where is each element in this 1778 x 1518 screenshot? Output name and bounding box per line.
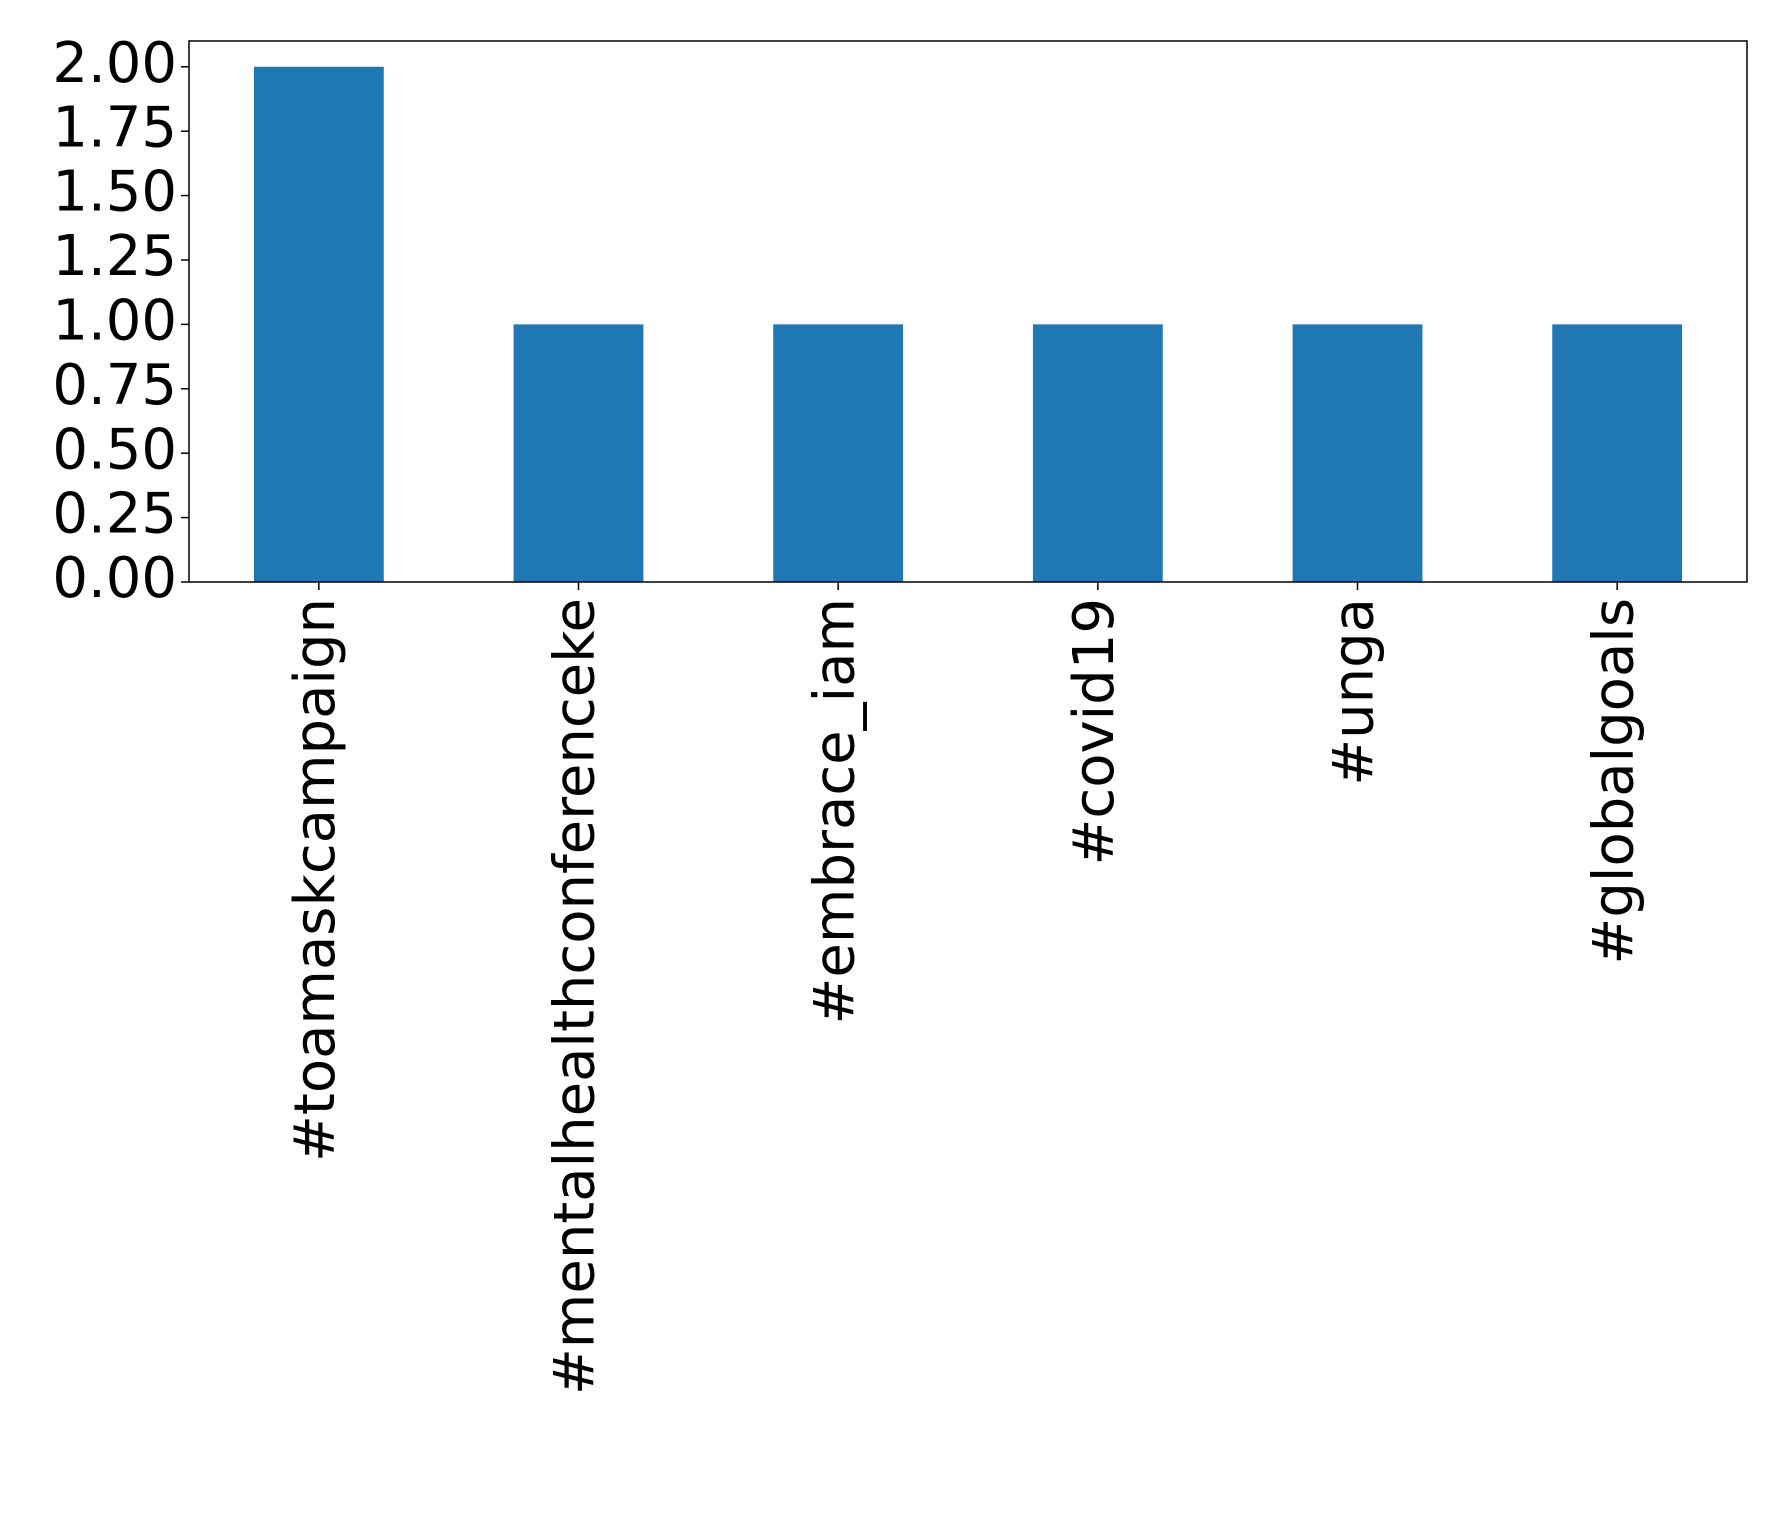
x-tick-label: #mentalhealthconferenceke bbox=[543, 598, 608, 1395]
x-tick-label: #embrace_iam bbox=[802, 598, 867, 1024]
y-tick-label: 0.00 bbox=[52, 546, 177, 611]
bar bbox=[513, 324, 644, 582]
x-tick-label: #unga bbox=[1322, 598, 1387, 786]
y-tick-label: 1.75 bbox=[52, 95, 177, 160]
x-tick-label: #globalgoals bbox=[1581, 598, 1646, 965]
y-tick-label: 2.00 bbox=[52, 31, 177, 96]
y-tick-label: 1.25 bbox=[52, 224, 177, 289]
plot-frame bbox=[188, 40, 1748, 583]
bar bbox=[1292, 324, 1423, 582]
x-tick-label: #toamaskcampaign bbox=[283, 598, 348, 1162]
y-tick-label: 0.75 bbox=[52, 353, 177, 418]
bar bbox=[1032, 324, 1163, 582]
x-tick-label: #covid19 bbox=[1062, 598, 1127, 865]
bar bbox=[1552, 324, 1683, 582]
y-tick-label: 1.00 bbox=[52, 289, 177, 354]
bar bbox=[253, 66, 384, 582]
y-tick-label: 0.25 bbox=[52, 482, 177, 547]
y-tick-label: 0.50 bbox=[52, 417, 177, 482]
bar bbox=[773, 324, 904, 582]
y-tick-label: 1.50 bbox=[52, 160, 177, 225]
